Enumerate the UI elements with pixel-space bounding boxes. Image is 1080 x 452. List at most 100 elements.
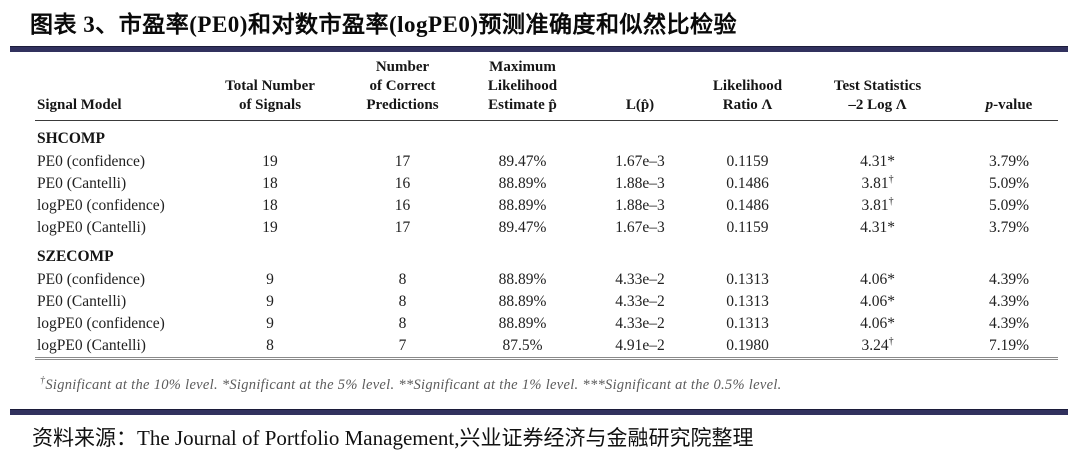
cell-ratio: 0.1486: [726, 175, 769, 192]
col-header-correct-predictions: Number of Correct Predictions: [340, 56, 465, 121]
stat-value: 3.24: [861, 337, 889, 354]
cell-model: PE0 (confidence): [37, 271, 146, 288]
cell-stat: 4.31*: [795, 217, 960, 239]
cell-signals: 9: [266, 293, 274, 310]
cell-pvalue: 4.39%: [988, 315, 1030, 332]
cell-model: PE0 (Cantelli): [37, 175, 127, 192]
table-row: logPE0 (confidence) 9 8 88.89% 4.33e–2 0…: [35, 313, 1058, 335]
table-footnote: †Significant at the 10% level. *Signific…: [40, 375, 1080, 394]
table-row: logPE0 (Cantelli) 19 17 89.47% 1.67e–3 0…: [35, 217, 1058, 239]
cell-mle: 87.5%: [502, 337, 543, 354]
col-header-likelihood-ratio: Likelihood Ratio Λ: [700, 56, 795, 121]
cell-ratio: 0.1313: [726, 293, 769, 310]
col-header-test-statistics: Test Statistics –2 Log Λ: [795, 56, 960, 121]
stat-significance-marker: †: [888, 173, 894, 185]
source-line: 资料来源：The Journal of Portfolio Management…: [32, 422, 1080, 452]
footnote-dagger: †: [40, 375, 46, 387]
table-row: PE0 (Cantelli) 18 16 88.89% 1.88e–3 0.14…: [35, 173, 1058, 195]
cell-signals: 9: [266, 315, 274, 332]
stat-value: 3.81: [861, 197, 889, 214]
cell-ratio: 0.1159: [726, 153, 769, 170]
cell-stat: 3.81†: [795, 173, 960, 195]
cell-signals: 18: [262, 175, 278, 192]
cell-correct: 8: [398, 293, 407, 310]
cell-model: PE0 (Cantelli): [37, 293, 127, 310]
table-row: logPE0 (Cantelli) 8 7 87.5% 4.91e–2 0.19…: [35, 335, 1058, 359]
cell-mle: 89.47%: [498, 219, 547, 236]
cell-ratio: 0.1486: [726, 197, 769, 214]
cell-mle: 88.89%: [498, 271, 547, 288]
cell-correct: 17: [394, 153, 411, 170]
table-row: logPE0 (confidence) 18 16 88.89% 1.88e–3…: [35, 195, 1058, 217]
cell-pvalue: 4.39%: [988, 293, 1030, 310]
cell-lp: 4.33e–2: [615, 271, 665, 288]
cell-signals: 9: [266, 271, 274, 288]
cell-model: logPE0 (Cantelli): [37, 337, 146, 354]
cell-stat: 4.31*: [795, 151, 960, 173]
cell-ratio: 0.1313: [726, 315, 769, 332]
col-header-signal-model: Signal Model: [35, 56, 200, 121]
cell-pvalue: 3.79%: [988, 219, 1030, 236]
cell-stat: 3.24†: [795, 335, 960, 359]
source-label: 资料来源：: [32, 426, 137, 450]
cell-correct: 16: [394, 197, 411, 214]
stat-value: 4.06*: [860, 271, 895, 288]
cell-ratio: 0.1980: [726, 337, 769, 354]
table-row: PE0 (confidence) 9 8 88.89% 4.33e–2 0.13…: [35, 269, 1058, 291]
stat-value: 4.31*: [860, 219, 895, 236]
bottom-divider: [10, 409, 1068, 415]
cell-signals: 18: [262, 197, 278, 214]
col-header-p-value: p-value: [960, 56, 1058, 121]
cell-correct: 8: [398, 271, 407, 288]
stat-significance-marker: †: [888, 195, 894, 207]
cell-correct: 17: [394, 219, 411, 236]
cell-ratio: 0.1313: [726, 271, 769, 288]
cell-signals: 8: [266, 337, 274, 354]
table-row: PE0 (Cantelli) 9 8 88.89% 4.33e–2 0.1313…: [35, 291, 1058, 313]
cell-pvalue: 5.09%: [988, 197, 1030, 214]
cell-correct: 7: [398, 337, 407, 354]
cell-correct: 16: [394, 175, 411, 192]
results-table: Signal Model Total Number of Signals Num…: [35, 56, 1058, 360]
cell-pvalue: 3.79%: [988, 153, 1030, 170]
cell-mle: 88.89%: [498, 293, 547, 310]
cell-model: logPE0 (confidence): [37, 197, 165, 214]
cell-lp: 4.33e–2: [615, 293, 665, 310]
stat-value: 3.81: [861, 175, 889, 192]
cell-lp: 1.88e–3: [615, 197, 665, 214]
cell-model: logPE0 (confidence): [37, 315, 165, 332]
header-row: Signal Model Total Number of Signals Num…: [35, 56, 1058, 121]
cell-pvalue: 4.39%: [988, 271, 1030, 288]
cell-mle: 88.89%: [498, 197, 547, 214]
col-header-mle: Maximum Likelihood Estimate p̂: [465, 56, 580, 121]
stat-value: 4.31*: [860, 153, 895, 170]
p-value-italic-p: p: [985, 97, 994, 113]
cell-model: logPE0 (Cantelli): [37, 219, 146, 236]
stat-value: 4.06*: [860, 315, 895, 332]
footnote-text: Significant at the 10% level. *Significa…: [45, 377, 782, 393]
stat-significance-marker: †: [888, 335, 894, 347]
figure-title: 图表 3、市盈率(PE0)和对数市盈率(logPE0)预测准确度和似然比检验: [30, 12, 738, 37]
cell-lp: 4.33e–2: [615, 315, 665, 332]
cell-lp: 1.67e–3: [615, 219, 665, 236]
cell-ratio: 0.1159: [726, 219, 769, 236]
col-header-total-signals: Total Number of Signals: [200, 56, 340, 121]
cell-pvalue: 7.19%: [988, 337, 1030, 354]
cell-mle: 89.47%: [498, 153, 547, 170]
stat-value: 4.06*: [860, 293, 895, 310]
cell-mle: 88.89%: [498, 315, 547, 332]
cell-pvalue: 5.09%: [988, 175, 1030, 192]
cell-signals: 19: [262, 153, 278, 170]
section-row-szecomp: SZECOMP: [35, 239, 1058, 269]
cell-stat: 4.06*: [795, 269, 960, 291]
section-label-shcomp: SHCOMP: [37, 130, 106, 147]
cell-stat: 4.06*: [795, 291, 960, 313]
cell-stat: 3.81†: [795, 195, 960, 217]
cell-correct: 8: [398, 315, 407, 332]
top-divider: [10, 46, 1068, 52]
cell-lp: 4.91e–2: [615, 337, 665, 354]
cell-stat: 4.06*: [795, 313, 960, 335]
p-value-rest: -value: [993, 97, 1033, 113]
cell-signals: 19: [262, 219, 278, 236]
source-text: The Journal of Portfolio Management,兴业证券…: [137, 426, 754, 450]
